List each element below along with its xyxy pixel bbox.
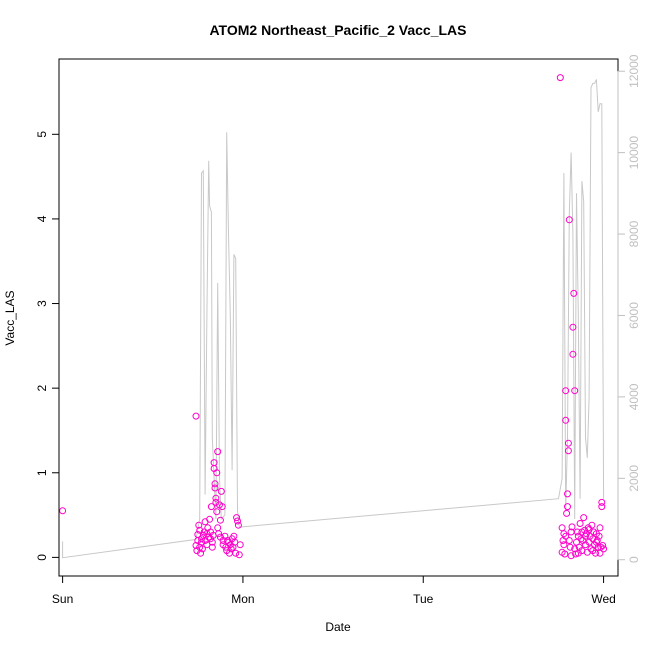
data-point — [196, 526, 204, 534]
data-point — [564, 447, 572, 455]
data-point — [571, 545, 579, 553]
y-axis-label: Vacc_LAS — [3, 290, 17, 345]
data-point — [214, 524, 222, 532]
data-point — [234, 521, 242, 529]
data-point — [232, 549, 240, 557]
data-point — [564, 503, 571, 511]
y-tick-label: 5 — [35, 131, 49, 138]
data-point — [198, 545, 206, 553]
data-point — [216, 516, 224, 524]
x-tick-label: Sun — [52, 592, 73, 606]
data-point — [218, 503, 226, 511]
y2-tick-label: 10000 — [627, 136, 641, 170]
data-point — [210, 459, 218, 467]
data-point — [564, 439, 572, 447]
data-point — [59, 507, 67, 515]
y2-tick-label: 6000 — [627, 302, 641, 329]
altitude-line-series — [62, 79, 605, 559]
data-point — [569, 350, 577, 358]
data-point — [206, 515, 214, 523]
x-tick-label: Tue — [413, 592, 434, 606]
data-point — [562, 532, 570, 540]
data-point — [598, 498, 606, 506]
x-tick-label: Wed — [591, 592, 615, 606]
data-point — [568, 523, 576, 531]
data-point — [580, 514, 588, 522]
data-point — [589, 547, 597, 555]
data-point — [596, 524, 604, 532]
data-point — [599, 542, 607, 549]
y-axis-right: 0 2000 4000 6000 8000 10000 12000 — [617, 54, 641, 563]
y2-tick-label: 4000 — [627, 383, 641, 410]
data-point — [564, 490, 571, 498]
data-point — [213, 469, 221, 477]
data-point — [574, 549, 582, 557]
data-point — [562, 416, 570, 424]
data-point — [208, 543, 216, 551]
data-point — [582, 532, 589, 540]
data-point — [565, 537, 573, 544]
data-point — [233, 514, 241, 522]
data-point — [571, 387, 579, 395]
data-point — [207, 503, 215, 511]
data-point — [234, 517, 241, 525]
chart-title: ATOM2 Northeast_Pacific_2 Vacc_LAS — [209, 22, 466, 38]
data-point — [214, 448, 222, 456]
y-tick-label: 4 — [35, 215, 49, 222]
data-point — [208, 538, 216, 546]
data-point — [561, 550, 569, 558]
y-tick-label: 2 — [35, 384, 49, 391]
data-point — [570, 289, 578, 297]
y-axis-left: 0 1 2 3 4 5 — [35, 131, 60, 561]
y-tick-label: 3 — [35, 300, 49, 307]
data-point — [566, 543, 574, 551]
y2-tick-label: 0 — [627, 556, 641, 563]
vacc-las-point-series — [59, 74, 608, 560]
data-point — [600, 545, 608, 553]
data-point — [565, 216, 573, 224]
plot-frame — [58, 58, 619, 577]
x-axis: Sun Mon Tue Wed — [52, 575, 616, 606]
data-point — [211, 484, 219, 492]
data-point — [236, 541, 244, 549]
data-point — [560, 541, 568, 549]
y2-tick-label: 2000 — [627, 465, 641, 492]
data-point — [192, 412, 200, 420]
data-point — [567, 552, 575, 560]
y-tick-label: 0 — [35, 554, 49, 561]
data-point — [217, 487, 225, 495]
data-point — [563, 509, 571, 517]
data-point — [227, 545, 235, 553]
data-point — [578, 528, 586, 536]
data-point — [585, 526, 593, 533]
data-point — [558, 524, 566, 532]
data-point — [556, 74, 564, 82]
data-point — [215, 530, 223, 538]
data-point — [592, 538, 600, 546]
data-point — [576, 520, 584, 527]
data-point — [587, 545, 595, 553]
data-point — [195, 521, 203, 529]
data-point — [198, 535, 205, 543]
data-point — [197, 549, 205, 557]
data-point — [212, 494, 220, 502]
y2-tick-label: 12000 — [627, 54, 641, 88]
x-tick-label: Mon — [231, 592, 254, 606]
y-tick-label: 1 — [35, 469, 49, 476]
data-point — [595, 532, 603, 540]
data-point — [235, 551, 243, 559]
y2-tick-label: 8000 — [627, 220, 641, 247]
data-point — [598, 503, 606, 511]
altitude-line — [62, 79, 605, 559]
data-point — [562, 387, 570, 395]
data-point — [211, 480, 219, 488]
x-axis-label: Date — [325, 620, 351, 634]
data-point — [213, 508, 221, 516]
data-point — [569, 323, 577, 331]
data-point — [567, 528, 575, 536]
